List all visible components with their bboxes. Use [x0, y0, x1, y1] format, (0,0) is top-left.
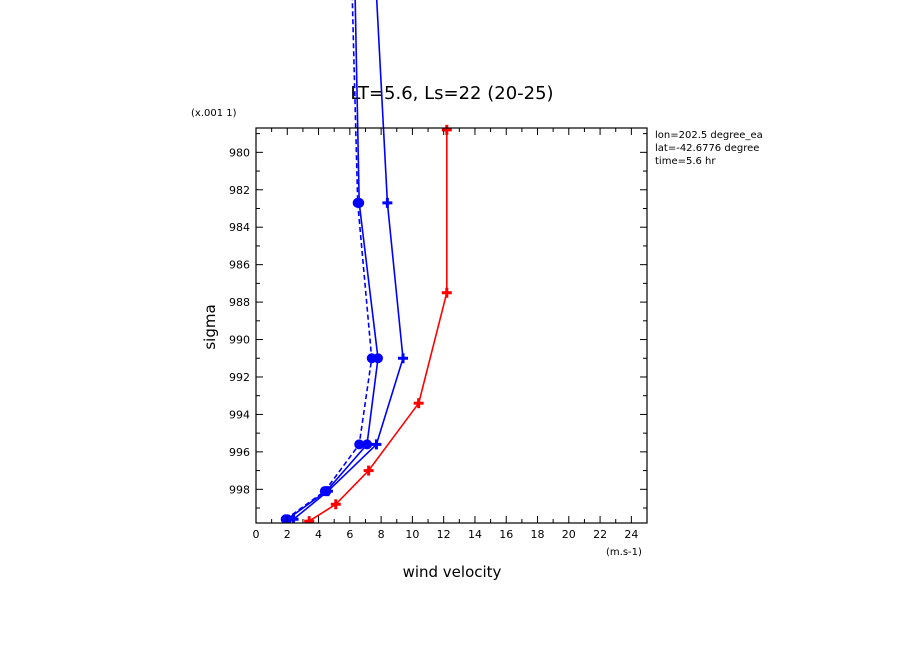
x-tick-label: 8 — [378, 528, 385, 541]
series-1-point — [371, 439, 382, 450]
series-3-point — [354, 439, 365, 450]
series-3-point — [319, 486, 330, 497]
x-tick-label: 24 — [624, 528, 638, 541]
x-tick-label: 4 — [315, 528, 322, 541]
y-scale-label: (x.001 1) — [191, 108, 237, 119]
x-tick-label: 18 — [531, 528, 545, 541]
y-tick-label: 982 — [229, 184, 250, 197]
series-1-point — [382, 197, 393, 208]
x-tick-label: 20 — [562, 528, 576, 541]
plot-frame — [255, 127, 648, 524]
y-tick-label: 996 — [229, 446, 250, 459]
series-3-point — [352, 197, 363, 208]
x-unit-label: (m.s-1) — [606, 547, 642, 558]
series-line-1 — [292, 0, 404, 520]
x-tick-label: 6 — [346, 528, 353, 541]
x-tick-label: 2 — [284, 528, 291, 541]
info-lat: lat=-42.6776 degree — [655, 143, 759, 154]
series-3-point — [366, 353, 377, 364]
x-axis-label: wind velocity — [403, 563, 502, 581]
series-0-point — [363, 465, 374, 476]
x-tick-label: 12 — [437, 528, 451, 541]
series-0-point — [441, 287, 452, 298]
series-3-point — [280, 514, 291, 523]
y-tick-label: 990 — [229, 334, 250, 347]
series-line-0 — [308, 129, 448, 522]
y-axis-label: sigma — [201, 304, 219, 349]
info-mask — [780, 125, 904, 170]
info-lon: lon=202.5 degree_ea — [655, 130, 763, 141]
x-tick-label: 22 — [593, 528, 607, 541]
x-tick-label: 16 — [499, 528, 513, 541]
y-tick-label: 984 — [229, 221, 250, 234]
ticks-layer: 0 2 4 6 8 10 12 14 16 18 20 22 249809829849869889909… — [229, 128, 647, 541]
series-line-2 — [286, 0, 379, 520]
series-0-point — [330, 499, 341, 510]
y-tick-label: 998 — [229, 483, 250, 496]
y-tick-label: 994 — [229, 408, 250, 421]
y-tick-label: 988 — [229, 296, 250, 309]
info-time: time=5.6 hr — [655, 156, 716, 167]
y-tick-label: 980 — [229, 146, 250, 159]
x-tick-label: 10 — [405, 528, 419, 541]
x-tick-label: 14 — [468, 528, 482, 541]
y-tick-label: 992 — [229, 371, 250, 384]
series-2-point — [362, 439, 373, 450]
series-line-3 — [285, 0, 373, 520]
series-layer — [280, 0, 452, 523]
x-tick-label: 0 — [253, 528, 260, 541]
series-1-point — [398, 353, 409, 364]
series-0-point — [304, 516, 315, 523]
chart-title: LT=5.6, Ls=22 (20-25) — [350, 83, 553, 104]
y-tick-label: 986 — [229, 259, 250, 272]
series-0-point — [413, 398, 424, 409]
